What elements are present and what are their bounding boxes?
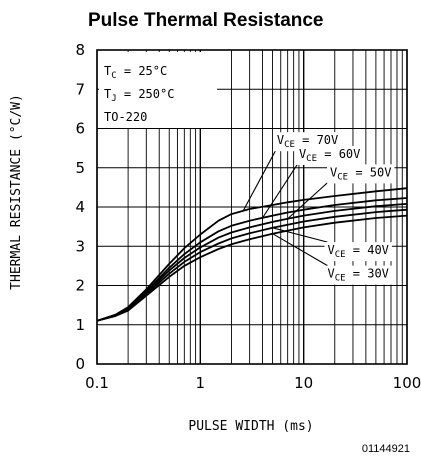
y-tick-label: 8 — [75, 41, 85, 59]
x-tick-label: 10 — [294, 374, 313, 392]
y-tick-label: 2 — [75, 277, 85, 295]
x-tick-label: 0.1 — [85, 374, 109, 392]
series-label-bg-4 — [324, 265, 392, 285]
conditions-box — [99, 52, 217, 128]
y-tick-label: 5 — [75, 159, 85, 177]
y-tick-label: 3 — [75, 237, 85, 255]
series-lines — [96, 187, 408, 322]
series-line-2 — [96, 203, 408, 322]
y-tick-label: 0 — [75, 355, 85, 373]
series-line-3 — [96, 208, 408, 322]
x-tick-label: 100 — [393, 374, 421, 392]
series-label-0: VCE = 70V — [277, 133, 338, 150]
series-label-3: VCE = 40V — [327, 243, 388, 260]
y-tick-label: 6 — [75, 120, 85, 138]
series-label-bg-3 — [324, 242, 392, 262]
series-leader-1 — [262, 161, 300, 219]
figure-id: 01144921 — [362, 443, 410, 455]
chart-title: Pulse Thermal Resistance — [88, 10, 324, 31]
series-label-2: VCE = 50V — [330, 165, 391, 182]
y-axis-label: THERMAL RESISTANCE (°C/W) — [9, 94, 24, 290]
tick-labels: 0.1 1 10 100 0 1 2 3 4 5 6 7 8 — [75, 41, 421, 392]
series-leader-0 — [242, 147, 278, 212]
condition-tc: TC = 25°C — [104, 64, 167, 81]
y-tick-label: 4 — [75, 198, 85, 216]
series-line-4 — [96, 214, 408, 322]
condition-tj: TJ = 250°C — [104, 87, 174, 104]
series-label-bg-2 — [327, 164, 395, 184]
x-tick-label: 1 — [196, 374, 206, 392]
x-axis-label: PULSE WIDTH (ms) — [188, 419, 313, 434]
y-tick-label: 7 — [75, 80, 85, 98]
series-label-1: VCE = 60V — [299, 147, 360, 164]
condition-package: TO-220 — [104, 110, 147, 124]
series-leader-3 — [272, 227, 328, 243]
series-label-bg-1 — [295, 145, 364, 165]
plot-area-frame — [96, 49, 408, 365]
y-tick-label: 1 — [75, 316, 85, 334]
series-leader-4 — [272, 233, 328, 267]
series-label-4: VCE = 30V — [327, 267, 388, 284]
series-line-0 — [96, 187, 408, 322]
series-leader-2 — [287, 179, 331, 220]
